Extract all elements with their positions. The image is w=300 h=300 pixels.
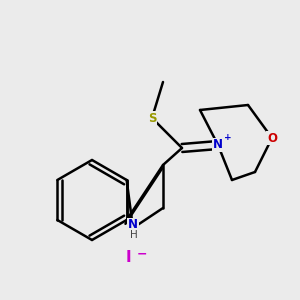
Text: S: S xyxy=(148,112,156,124)
Text: N: N xyxy=(128,218,138,232)
Text: H: H xyxy=(130,230,138,240)
Text: I: I xyxy=(125,250,131,265)
Text: +: + xyxy=(224,133,232,142)
Text: O: O xyxy=(267,131,277,145)
Text: −: − xyxy=(137,248,147,260)
Text: N: N xyxy=(213,139,223,152)
